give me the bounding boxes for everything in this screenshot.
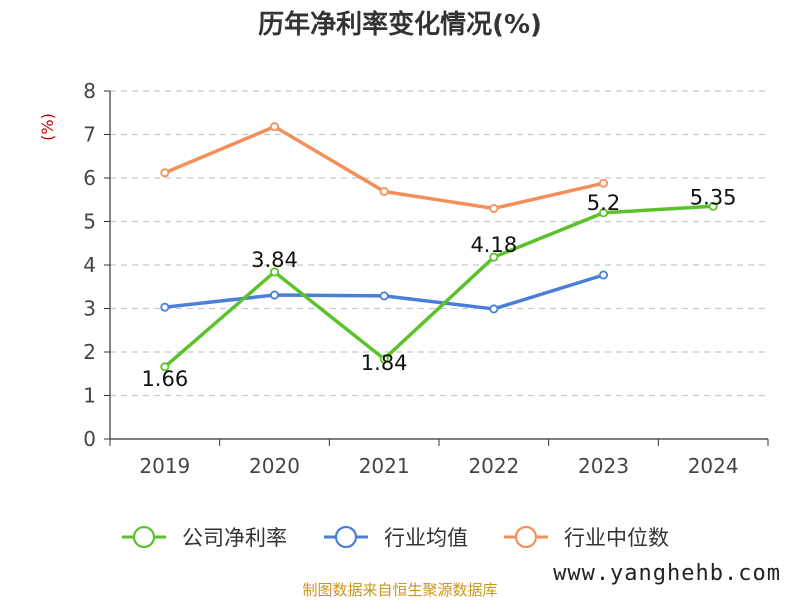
data-label: 5.2 bbox=[587, 191, 620, 215]
data-point-1 bbox=[489, 304, 499, 314]
y-tick-label: 1 bbox=[83, 384, 96, 408]
data-labels: 1.66 3.84 1.84 4.18 5.2 5.35 bbox=[141, 185, 736, 391]
data-label: 5.35 bbox=[690, 185, 737, 209]
data-label: 1.84 bbox=[361, 351, 408, 375]
data-label: 4.18 bbox=[470, 233, 517, 257]
legend-item-0[interactable]: 公司净利率 bbox=[122, 525, 287, 550]
legend-marker bbox=[132, 525, 156, 549]
axes: 0 1 2 3 4 5 6 7 8 2019 2020 2021 2022 2023 2024 bbox=[83, 79, 769, 478]
y-tick-label: 8 bbox=[83, 79, 96, 103]
data-point-2 bbox=[160, 168, 170, 178]
y-tick-label: 0 bbox=[83, 427, 96, 451]
data-point-2 bbox=[489, 203, 499, 213]
data-point-0 bbox=[489, 252, 499, 262]
data-point-2 bbox=[269, 122, 279, 132]
data-point-0 bbox=[599, 208, 609, 218]
data-point-0 bbox=[269, 267, 279, 277]
data-point-0 bbox=[379, 354, 389, 364]
x-tick-label: 2020 bbox=[249, 454, 300, 478]
series-line-2 bbox=[163, 124, 606, 211]
data-point-0 bbox=[708, 201, 718, 211]
data-point-2 bbox=[599, 178, 609, 188]
y-tick-label: 7 bbox=[83, 123, 96, 147]
data-point-1 bbox=[599, 270, 609, 280]
series-layer bbox=[160, 122, 718, 372]
legend-label: 行业均值 bbox=[384, 526, 468, 550]
legend-label: 公司净利率 bbox=[182, 526, 287, 550]
y-tick-label: 4 bbox=[83, 253, 96, 277]
y-tick-label: 6 bbox=[83, 166, 96, 190]
x-tick-label: 2024 bbox=[688, 454, 739, 478]
data-point-0 bbox=[160, 362, 170, 372]
x-tick-label: 2021 bbox=[359, 454, 410, 478]
x-tick-label: 2019 bbox=[139, 454, 190, 478]
legend-label: 行业中位数 bbox=[564, 526, 669, 550]
x-tick-label: 2022 bbox=[468, 454, 519, 478]
data-point-1 bbox=[160, 302, 170, 312]
data-label: 1.66 bbox=[141, 367, 188, 391]
legend-item-1[interactable]: 行业均值 bbox=[324, 525, 468, 550]
source-note: 制图数据来自恒生聚源数据库 bbox=[302, 581, 497, 599]
legend-marker bbox=[334, 525, 358, 549]
watermark: www.yanghehb.com bbox=[553, 561, 781, 586]
y-tick-label: 5 bbox=[83, 210, 96, 234]
legend-marker bbox=[514, 525, 538, 549]
data-point-1 bbox=[269, 290, 279, 300]
y-axis-unit: (%) bbox=[38, 113, 57, 141]
grid-lines bbox=[110, 90, 768, 397]
chart-title: 历年净利率变化情况(%) bbox=[258, 9, 542, 40]
legend[interactable]: 公司净利率 行业均值 行业中位数 bbox=[122, 525, 669, 550]
y-tick-label: 3 bbox=[83, 297, 96, 321]
data-point-1 bbox=[379, 291, 389, 301]
legend-item-2[interactable]: 行业中位数 bbox=[504, 525, 669, 550]
series-line-0 bbox=[163, 204, 715, 369]
data-label: 3.84 bbox=[251, 248, 298, 272]
x-tick-label: 2023 bbox=[578, 454, 629, 478]
y-tick-label: 2 bbox=[83, 340, 96, 364]
data-point-2 bbox=[379, 186, 389, 196]
